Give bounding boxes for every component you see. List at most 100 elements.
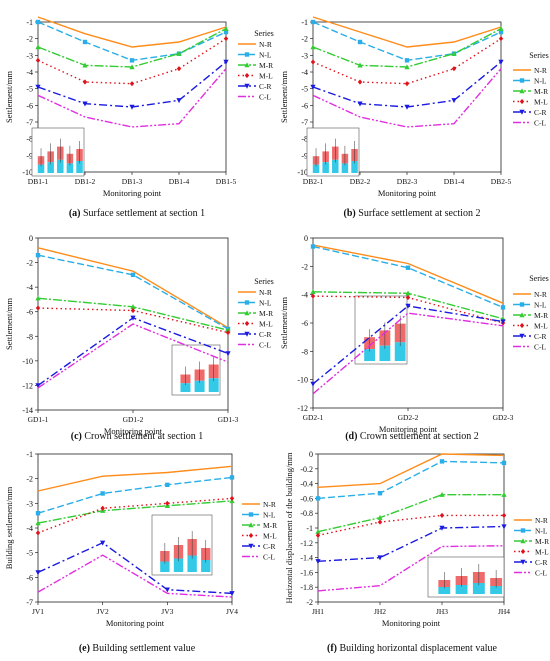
x-axis-label: Monitoring point — [382, 618, 441, 628]
data-point-m-l — [315, 532, 321, 538]
series-line-n-r — [312, 244, 504, 304]
y-tick-label: -1.6 — [300, 568, 313, 577]
panel-caption-label: (b) — [344, 208, 359, 219]
y-tick-label: -2 — [26, 35, 33, 44]
y-axis-label: Settlement/mm — [279, 71, 289, 123]
data-point-c-r — [498, 59, 504, 65]
chart-panel-1: -10 -9 -8 -7 -6 -5 -4 -3 -2 -1 DB2-1 DB2-2 DB2-3 DB1-… — [279, 16, 549, 219]
panel-caption-text: Building settlement value — [92, 643, 195, 654]
data-point-c-r — [439, 525, 445, 531]
legend-label: N-L — [534, 77, 547, 86]
y-tick-label: -1.2 — [300, 539, 313, 548]
data-point-m-r — [405, 290, 411, 296]
legend-marker — [520, 538, 526, 544]
y-tick-label: -10 — [22, 357, 33, 366]
legend-marker — [519, 333, 525, 339]
data-point-c-r — [164, 587, 170, 593]
y-tick-label: -2 — [306, 598, 313, 607]
legend-label: N-L — [259, 51, 272, 60]
series-line-c-l — [37, 554, 233, 598]
series-line-n-r — [317, 453, 505, 488]
inset-bar-lower — [57, 159, 64, 173]
x-tick-label: JV2 — [97, 607, 109, 616]
x-tick-label: GD1-1 — [28, 415, 49, 424]
series-line-n-l — [317, 460, 505, 500]
inset-bar-lower — [201, 560, 211, 572]
panel-caption: (f) Building horizontal displacement val… — [327, 643, 498, 654]
inset-bar-lower — [364, 349, 376, 361]
x-axis-label: Monitoring point — [104, 426, 163, 436]
data-point-c-r — [315, 559, 321, 565]
data-point-m-l — [129, 81, 135, 87]
data-point-c-r — [176, 98, 182, 104]
data-point-m-r — [35, 295, 41, 301]
y-tick-label: 0 — [309, 450, 313, 459]
y-tick-label: -1 — [306, 524, 313, 533]
legend-marker — [520, 559, 526, 565]
legend-marker — [244, 300, 250, 305]
data-point-m-r — [404, 64, 410, 70]
data-point-m-r — [223, 25, 229, 31]
series-line-c-l — [37, 323, 229, 389]
inset-bar-lower — [341, 163, 349, 173]
data-point-c-r — [451, 98, 457, 104]
y-tick-label: -7 — [301, 118, 308, 127]
chart-panel-4: -7 -6 -5 -4 -3 -2 -1 JV1 JV2 JV3 JV4 Monitoring poi… — [4, 450, 277, 654]
y-axis-label: Horizontal displacement of the building/… — [284, 452, 294, 603]
y-tick-label: -14 — [22, 406, 33, 415]
panel-caption: (d) Crown settlement at section 2 — [345, 431, 479, 442]
x-tick-label: GD1-2 — [123, 415, 144, 424]
legend-label: C-L — [259, 341, 272, 350]
data-point-m-l — [357, 79, 363, 85]
series-line-n-l — [37, 21, 227, 62]
legend-label: M-L — [259, 320, 273, 329]
x-tick-label: DB1-3 — [122, 177, 143, 186]
series-line-c-l — [312, 68, 502, 128]
y-tick-label: -9 — [301, 151, 308, 160]
panel-caption-label: (e) — [79, 643, 93, 654]
inset-bar-lower — [322, 162, 329, 173]
y-tick-label: -7 — [26, 118, 33, 127]
x-tick-label: DB2-5 — [491, 177, 512, 186]
legend-label: C-R — [259, 82, 272, 91]
x-axis-label: Monitoring point — [106, 618, 165, 628]
data-point-c-r — [377, 555, 383, 561]
x-tick-label: GD2-1 — [303, 413, 324, 422]
data-point-c-r — [35, 383, 41, 389]
series-line-c-l — [312, 312, 504, 395]
x-tick-label: JH2 — [374, 607, 386, 616]
y-tick-label: -7 — [26, 598, 33, 607]
inset-bar-lower — [160, 561, 170, 572]
legend-label: C-R — [534, 108, 547, 117]
x-tick-label: DB1-1 — [28, 177, 49, 186]
x-tick-label: GD2-3 — [493, 413, 514, 422]
data-point-m-l — [35, 305, 41, 311]
y-tick-label: -0.4 — [300, 480, 313, 489]
y-tick-label: -8 — [301, 347, 308, 356]
data-point-m-r — [315, 528, 321, 534]
data-point-m-l — [165, 500, 170, 506]
legend-label: M-R — [259, 61, 273, 70]
data-point-n-l — [404, 58, 410, 63]
legend-label: N-R — [535, 516, 548, 525]
chart-panel-2: -14 -12 -10 -8 -6 -4 -2 0 GD1-1 GD1-2 GD1-3 Monitor… — [4, 234, 274, 442]
series-line-n-r — [37, 16, 227, 48]
inset-bar-lower — [472, 583, 485, 594]
series-line-m-l — [37, 38, 227, 85]
inset-bar-lower — [351, 161, 358, 173]
data-point-n-l — [357, 39, 363, 45]
inset-bar-lower — [312, 164, 320, 173]
legend-label: N-L — [534, 301, 547, 310]
series-line-n-l — [312, 245, 504, 309]
y-tick-label: -5 — [301, 85, 308, 94]
y-tick-label: -6 — [26, 573, 33, 582]
series-line-c-r — [312, 305, 504, 385]
data-point-m-r — [176, 50, 182, 56]
legend-marker — [519, 302, 525, 307]
legend-marker — [519, 98, 525, 105]
data-point-m-l — [130, 307, 136, 314]
data-point-m-l — [35, 57, 41, 63]
y-tick-label: -5 — [26, 85, 33, 94]
series-line-c-r — [37, 541, 233, 595]
